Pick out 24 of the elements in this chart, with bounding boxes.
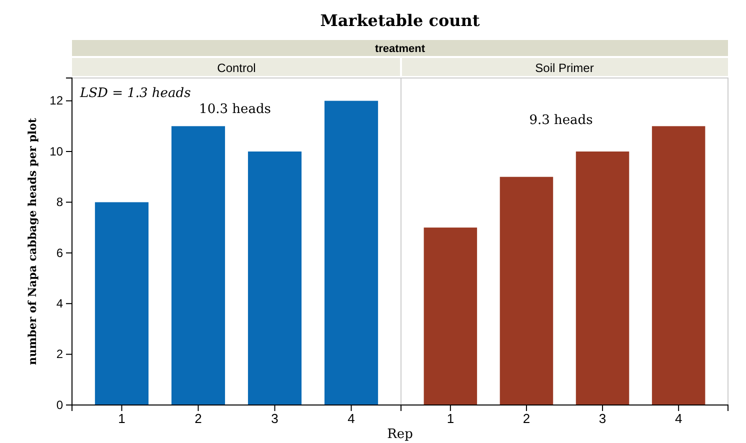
x-tick-label: 2 [194, 411, 202, 426]
annotation: LSD = 1.3 heads [79, 86, 192, 101]
x-tick-label: 4 [674, 411, 682, 426]
x-tick-label: 3 [598, 411, 606, 426]
text: Control [217, 61, 256, 75]
x-axis-title: Rep [387, 427, 413, 442]
annotation: 10.3 heads [199, 102, 271, 117]
x-tick-label: 2 [522, 411, 530, 426]
chart-title: Marketable count [320, 11, 480, 30]
y-tick-label: 10 [50, 144, 64, 158]
x-tick-label: 3 [271, 411, 278, 426]
y-tick-label: 6 [56, 246, 64, 260]
x-tick-label: 4 [348, 411, 355, 426]
annotation: 9.3 heads [529, 113, 593, 128]
x-tick-label: 1 [118, 411, 126, 426]
text: Soil Primer [535, 61, 594, 75]
y-tick-label: 8 [56, 195, 64, 210]
y-axis-title: number of Napa cabbage heads per plot [26, 117, 39, 365]
x-tick-label: 1 [446, 411, 454, 426]
y-tick-label: 4 [56, 296, 64, 310]
y-tick-label: 2 [56, 347, 64, 362]
text: treatment [374, 43, 426, 55]
y-tick-label: 12 [50, 94, 64, 108]
y-tick-label: 0 [56, 398, 64, 412]
